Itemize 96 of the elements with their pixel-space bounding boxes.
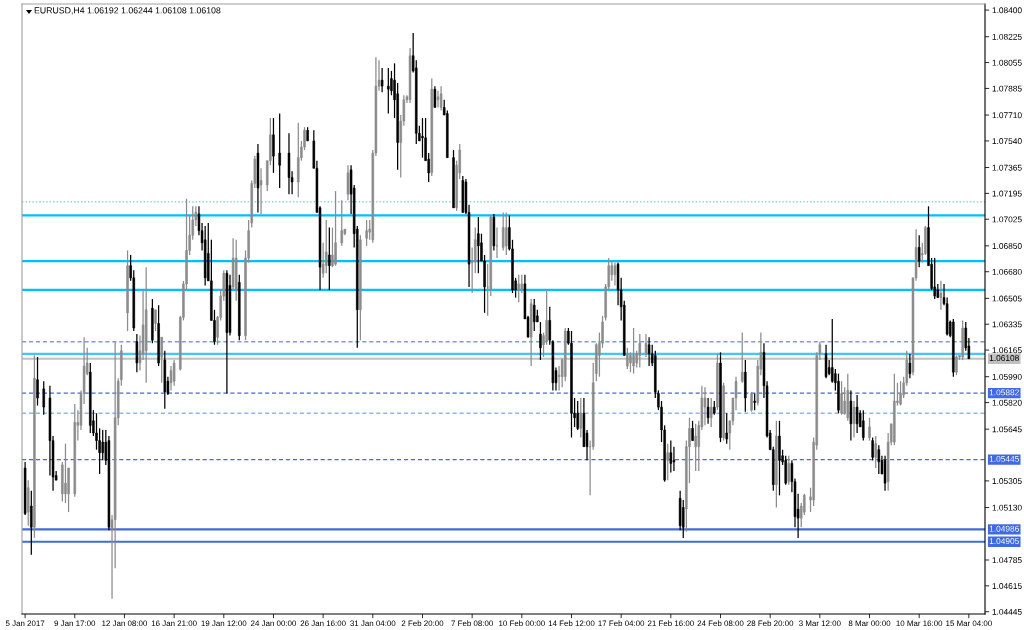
candlestick bbox=[933, 257, 936, 300]
candlestick bbox=[740, 331, 744, 384]
candlestick bbox=[365, 219, 368, 247]
y-tick-label: 1.06850 bbox=[992, 243, 1022, 249]
ref-line-label: 1.04905 bbox=[989, 538, 1019, 544]
candlestick bbox=[278, 112, 281, 189]
y-tick-label: 1.07365 bbox=[992, 164, 1022, 171]
candlestick bbox=[877, 444, 881, 475]
y-tick-label: 1.05645 bbox=[992, 426, 1022, 433]
y-tick-label: 1.05820 bbox=[992, 399, 1022, 406]
candlestick bbox=[871, 436, 874, 461]
candlestick bbox=[852, 400, 856, 439]
candlestick bbox=[324, 219, 328, 274]
y-tick-label: 1.06335 bbox=[992, 321, 1022, 328]
candlestick bbox=[272, 117, 275, 174]
y-tick-label: 1.05305 bbox=[992, 478, 1022, 484]
candlestick bbox=[666, 443, 669, 481]
candlestick bbox=[346, 164, 350, 201]
y-tick-label: 1.07885 bbox=[992, 85, 1022, 92]
candlestick bbox=[908, 353, 912, 379]
candlestick bbox=[703, 386, 707, 426]
y-tick-label: 1.05990 bbox=[992, 373, 1022, 380]
candlestick bbox=[501, 211, 505, 252]
candlestick bbox=[64, 443, 67, 504]
candlestick bbox=[436, 90, 440, 109]
chart-title: EURUSD,H4 1.06192 1.06244 1.06108 1.06108 bbox=[34, 7, 221, 15]
y-tick-label: 1.04445 bbox=[992, 608, 1022, 615]
y-tick-label: 1.07540 bbox=[992, 138, 1022, 145]
candlestick bbox=[328, 226, 331, 291]
candlestick bbox=[576, 400, 579, 431]
candlestick bbox=[505, 211, 508, 256]
candlestick bbox=[439, 85, 443, 112]
candlestick bbox=[750, 391, 753, 413]
candlestick bbox=[36, 356, 39, 407]
candlestick bbox=[172, 359, 176, 387]
candlestick bbox=[694, 423, 697, 472]
candlestick bbox=[30, 490, 33, 556]
y-tick-label: 1.07710 bbox=[992, 112, 1022, 119]
candlestick bbox=[716, 353, 719, 411]
y-tick-label: 1.08400 bbox=[992, 7, 1022, 14]
candlestick bbox=[672, 446, 676, 472]
candlestick bbox=[421, 117, 424, 159]
candlestick bbox=[126, 249, 129, 332]
candlestick bbox=[570, 330, 573, 439]
candlestick bbox=[691, 420, 694, 442]
candlestick bbox=[669, 439, 673, 474]
ref-line-label: 1.05882 bbox=[989, 389, 1019, 396]
y-tick-label: 1.04615 bbox=[992, 583, 1022, 589]
candlestick bbox=[334, 190, 337, 267]
candlestick bbox=[477, 216, 480, 274]
candlestick bbox=[517, 274, 520, 303]
ref-line-label: 1.04986 bbox=[989, 525, 1019, 532]
candlestick bbox=[840, 380, 843, 416]
candlestick bbox=[837, 373, 840, 414]
candlestick bbox=[719, 351, 722, 443]
candlestick bbox=[883, 455, 887, 492]
candlestick bbox=[101, 429, 104, 461]
y-tick-label: 1.07195 bbox=[992, 190, 1022, 197]
candlestick bbox=[862, 409, 865, 442]
candlestick bbox=[33, 354, 36, 539]
candlestick bbox=[495, 226, 499, 259]
y-tick-label: 1.08225 bbox=[992, 33, 1022, 40]
candlestick bbox=[632, 327, 635, 375]
candlestick bbox=[629, 351, 632, 373]
candlestick bbox=[259, 167, 263, 215]
candlestick bbox=[626, 347, 629, 370]
y-tick-label: 1.07025 bbox=[992, 216, 1022, 223]
candlestick bbox=[955, 354, 958, 376]
candlestick bbox=[42, 380, 45, 416]
candlestick bbox=[613, 261, 617, 287]
candlestick bbox=[452, 149, 455, 209]
candlestick bbox=[706, 397, 710, 425]
candlestick bbox=[154, 309, 157, 332]
candlestick bbox=[843, 386, 846, 416]
ref-line-label: 1.05445 bbox=[989, 455, 1019, 462]
y-tick-label: 1.06680 bbox=[992, 268, 1022, 275]
candlestick bbox=[899, 380, 902, 407]
y-tick-label: 1.06505 bbox=[992, 295, 1022, 302]
candlestick bbox=[340, 199, 343, 247]
candlestick bbox=[160, 336, 163, 384]
candlestick bbox=[135, 333, 139, 373]
y-tick-label: 1.04785 bbox=[992, 557, 1022, 564]
y-tick-label: 1.08055 bbox=[992, 59, 1022, 66]
candlestick bbox=[787, 455, 791, 486]
candlestick bbox=[644, 333, 648, 358]
candlestick bbox=[778, 420, 781, 496]
y-tick-label: 1.05130 bbox=[992, 504, 1022, 511]
candlestick bbox=[868, 417, 871, 442]
candlestick bbox=[157, 304, 160, 367]
candlestick bbox=[387, 67, 390, 115]
ref-line-label: 1.06108 bbox=[989, 355, 1019, 361]
candlestick bbox=[520, 274, 524, 294]
y-tick-label: 1.06165 bbox=[992, 347, 1022, 354]
candlestick bbox=[647, 336, 651, 367]
candlestick bbox=[725, 412, 728, 445]
candlestick bbox=[380, 67, 384, 93]
